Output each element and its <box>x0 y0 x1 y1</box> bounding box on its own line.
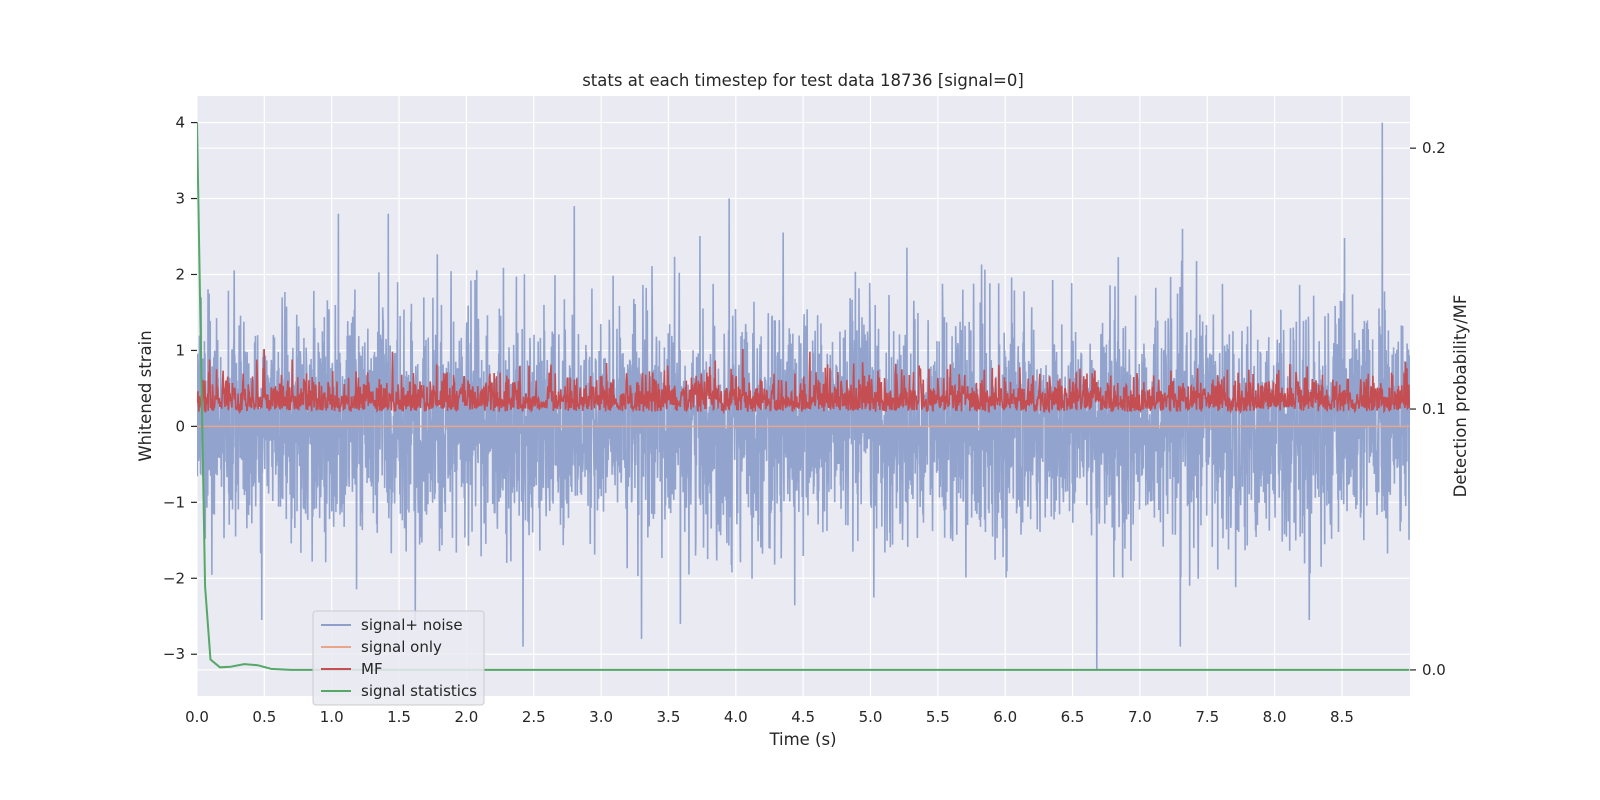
y2-axis-label: Detection probability/MF <box>1451 295 1470 498</box>
x-tick-label: 6.5 <box>1061 708 1085 726</box>
x-tick-label: 1.5 <box>387 708 411 726</box>
legend-label-signal-noise: signal+ noise <box>361 616 463 634</box>
x-tick-label: 8.0 <box>1263 708 1287 726</box>
x-axis-label: Time (s) <box>768 730 836 749</box>
y-tick-label: 0 <box>175 417 185 435</box>
y-tick-label: −1 <box>163 493 185 511</box>
y-axis-ticks: −3 −2 −1 0 1 2 3 4 <box>163 114 197 663</box>
legend-label-signal-only: signal only <box>361 638 442 656</box>
x-tick-label: 3.0 <box>589 708 613 726</box>
x-tick-label: 2.5 <box>522 708 546 726</box>
x-tick-label: 1.0 <box>320 708 344 726</box>
x-tick-label: 7.0 <box>1128 708 1152 726</box>
x-tick-label: 4.0 <box>724 708 748 726</box>
series-mf-line <box>197 349 1410 415</box>
x-tick-label: 7.5 <box>1195 708 1219 726</box>
chart-title: stats at each timestep for test data 187… <box>582 71 1024 90</box>
legend-label-signal-statistics: signal statistics <box>361 682 477 700</box>
y-tick-label: 4 <box>175 114 185 132</box>
y-tick-label: 2 <box>175 265 185 283</box>
legend-box <box>312 610 485 706</box>
legend: signal+ noise signal only MF signal stat… <box>312 610 485 706</box>
y-tick-label: 3 <box>175 190 185 208</box>
x-tick-label: 4.5 <box>791 708 815 726</box>
y2-tick-label: 0.1 <box>1422 400 1446 418</box>
x-tick-label: 3.5 <box>657 708 681 726</box>
series-signal-statistics-line <box>197 122 1410 671</box>
x-tick-label: 5.0 <box>859 708 883 726</box>
y-tick-label: −3 <box>163 645 185 663</box>
y2-axis-ticks: 0.0 0.1 0.2 <box>1410 139 1446 679</box>
y-tick-label: 1 <box>175 341 185 359</box>
y-tick-label: −2 <box>163 569 185 587</box>
y2-tick-label: 0.0 <box>1422 661 1446 679</box>
y2-tick-label: 0.2 <box>1422 139 1446 157</box>
x-tick-label: 2.0 <box>454 708 478 726</box>
series-signal-noise-line <box>197 122 1410 670</box>
x-tick-label: 0.5 <box>252 708 276 726</box>
x-tick-label: 5.5 <box>926 708 950 726</box>
series-layer <box>197 122 1410 671</box>
x-axis-ticks: 0.0 0.5 1.0 1.5 2.0 2.5 3.0 3.5 4.0 4.5 5.0 5.5 6.0 6… <box>185 708 1354 726</box>
x-tick-label: 8.5 <box>1330 708 1354 726</box>
y-axis-label: Whitened strain <box>136 330 155 461</box>
legend-label-mf: MF <box>361 660 383 678</box>
x-tick-label: 6.0 <box>993 708 1017 726</box>
x-tick-label: 0.0 <box>185 708 209 726</box>
